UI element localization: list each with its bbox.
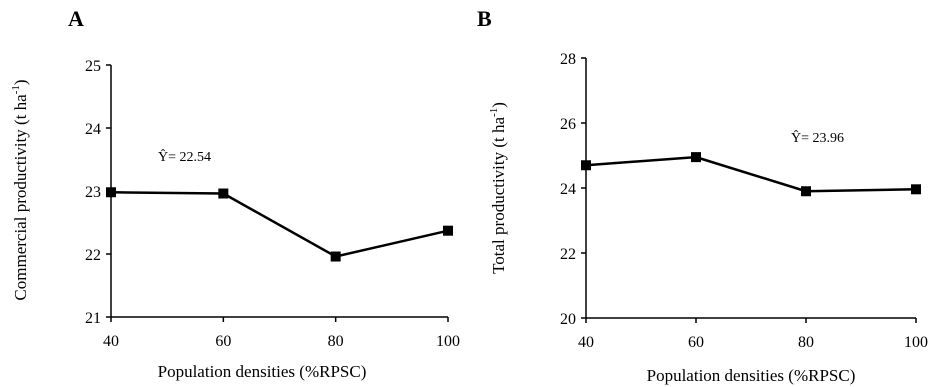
panel-b-data-point: [801, 186, 811, 197]
panel-a-y-tick-label: 25: [85, 58, 101, 75]
panel-b-xlabel: Population densities (%RPSC): [647, 366, 856, 385]
panel-a-y-tick-label: 23: [85, 184, 101, 201]
panel-a-xlabel: Population densities (%RPSC): [158, 362, 367, 381]
panel-a-y-tick-label: 24: [85, 121, 101, 138]
panel-b-chart: B Total productivity (t ha-1) Population…: [477, 6, 928, 385]
panel-a-x-tick-label: 100: [436, 333, 460, 350]
panel-b-data-point: [691, 152, 701, 163]
panel-b-y-tick-label: 22: [560, 246, 576, 263]
panel-b-data-point: [911, 184, 921, 195]
panel-b-y-tick-label: 24: [560, 181, 576, 198]
panel-b-x-tick-label: 60: [688, 334, 704, 351]
panel-b-x-tick-label: 80: [798, 334, 814, 351]
panel-b-y-tick-label: 20: [560, 311, 576, 328]
panel-b-ylabel: Total productivity (t ha-1): [488, 102, 508, 274]
panel-b-series-line: [585, 155, 917, 193]
panel-a-data-point: [218, 188, 229, 199]
panel-a-label: A: [68, 6, 84, 31]
panel-b-x-tick-label: 100: [904, 334, 928, 351]
panel-b-label: B: [477, 6, 492, 31]
panel-a-data-point: [106, 187, 116, 198]
panel-a-chart: A Commercial productivity (t ha-1) Popul…: [10, 6, 460, 381]
panel-b-x-tick-label: 40: [578, 334, 594, 351]
panel-a-y-tick-label: 22: [85, 247, 101, 264]
panel-a-series-line: [110, 191, 449, 258]
panel-b-y-tick-label: 26: [560, 116, 576, 133]
panel-a-y-tick-label: 21: [85, 310, 101, 327]
panel-a-equation: Ŷ= 22.54: [158, 148, 211, 165]
panel-a-data-point: [443, 225, 453, 236]
panel-b-data-point: [581, 160, 591, 171]
panel-a-x-tick-label: 60: [215, 333, 231, 350]
panel-a-x-tick-label: 80: [328, 333, 344, 350]
panel-b-equation: Ŷ= 23.96: [791, 129, 844, 146]
panel-b-y-tick-label: 28: [560, 51, 576, 68]
panel-a-ylabel: Commercial productivity (t ha-1): [10, 79, 30, 300]
panel-a-x-tick-label: 40: [103, 333, 119, 350]
panel-a-data-point: [330, 251, 341, 262]
